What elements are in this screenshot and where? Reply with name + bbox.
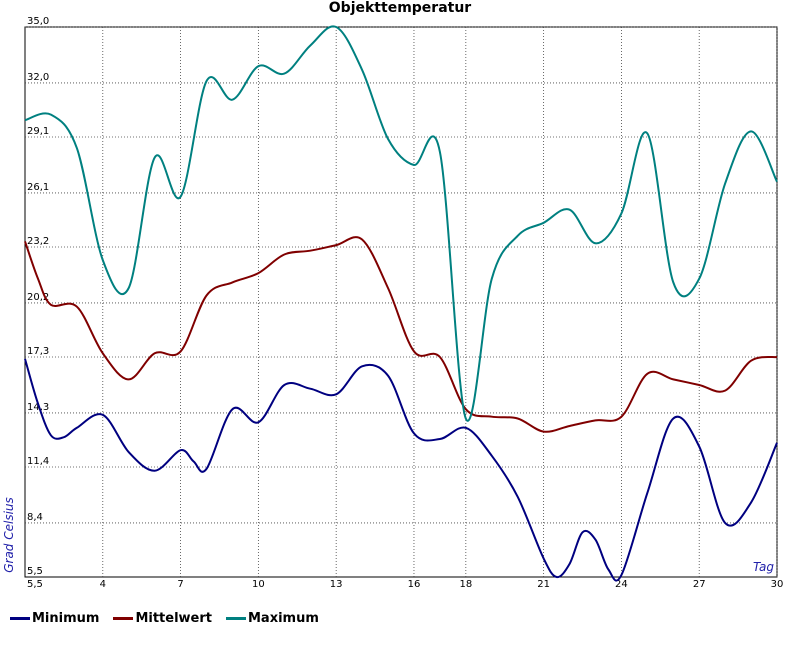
plot-frame xyxy=(24,26,778,578)
axis-layer: 5,5 8,4 11,4 14,3 17,3 20,2 23,2 26,1 29,1 32,0 35… xyxy=(27,16,783,590)
x-tick-label: 18 xyxy=(459,579,472,590)
y-tick-label: 8,4 xyxy=(27,512,43,523)
series-line-mittelwert xyxy=(24,236,778,433)
series-line-minimum xyxy=(24,358,778,582)
y-tick-label: 35,0 xyxy=(27,16,49,27)
x-tick-label: 27 xyxy=(693,579,706,590)
legend-item-minimum: Minimum xyxy=(10,611,99,626)
y-tick-label: 23,2 xyxy=(27,236,49,247)
y-tick-label: 26,1 xyxy=(27,182,49,193)
y-tick-label: 29,1 xyxy=(27,126,49,137)
legend-label: Maximum xyxy=(248,610,319,626)
grid-layer xyxy=(24,26,778,578)
x-tick-label: 4 xyxy=(100,579,106,590)
chart-title: Objekttemperatur xyxy=(328,0,472,16)
legend-swatch xyxy=(10,616,30,620)
x-tick-label: 24 xyxy=(615,579,628,590)
x-tick-label: 13 xyxy=(330,579,343,590)
legend-label: Mittelwert xyxy=(135,610,212,626)
y-tick-label: 11,4 xyxy=(27,456,49,467)
y-axis-label: Grad Celsius xyxy=(2,497,16,573)
y-tick-label: 5,5 xyxy=(27,566,43,577)
y-tick-label: 20,2 xyxy=(27,292,49,303)
legend-swatch xyxy=(226,616,246,620)
x-tick-label: 10 xyxy=(252,579,265,590)
y-tick-label: 14,3 xyxy=(27,402,49,413)
legend-swatch xyxy=(113,616,134,620)
legend: Minimum Mittelwert Maximum xyxy=(10,608,333,628)
x-tick-label: 30 xyxy=(771,579,784,590)
y-tick-label: 32,0 xyxy=(27,72,49,83)
legend-label: Minimum xyxy=(32,610,100,626)
x-origin-label: 5,5 xyxy=(27,579,43,590)
x-axis-label: Tag xyxy=(753,560,774,574)
series-layer xyxy=(24,25,778,582)
y-tick-label: 17,3 xyxy=(27,346,49,357)
legend-item-maximum: Maximum xyxy=(226,611,319,626)
x-tick-label: 21 xyxy=(537,579,550,590)
x-tick-label: 16 xyxy=(408,579,421,590)
x-tick-label: 7 xyxy=(177,579,183,590)
series-line-maximum xyxy=(24,25,778,422)
legend-item-mittelwert: Mittelwert xyxy=(113,611,212,626)
